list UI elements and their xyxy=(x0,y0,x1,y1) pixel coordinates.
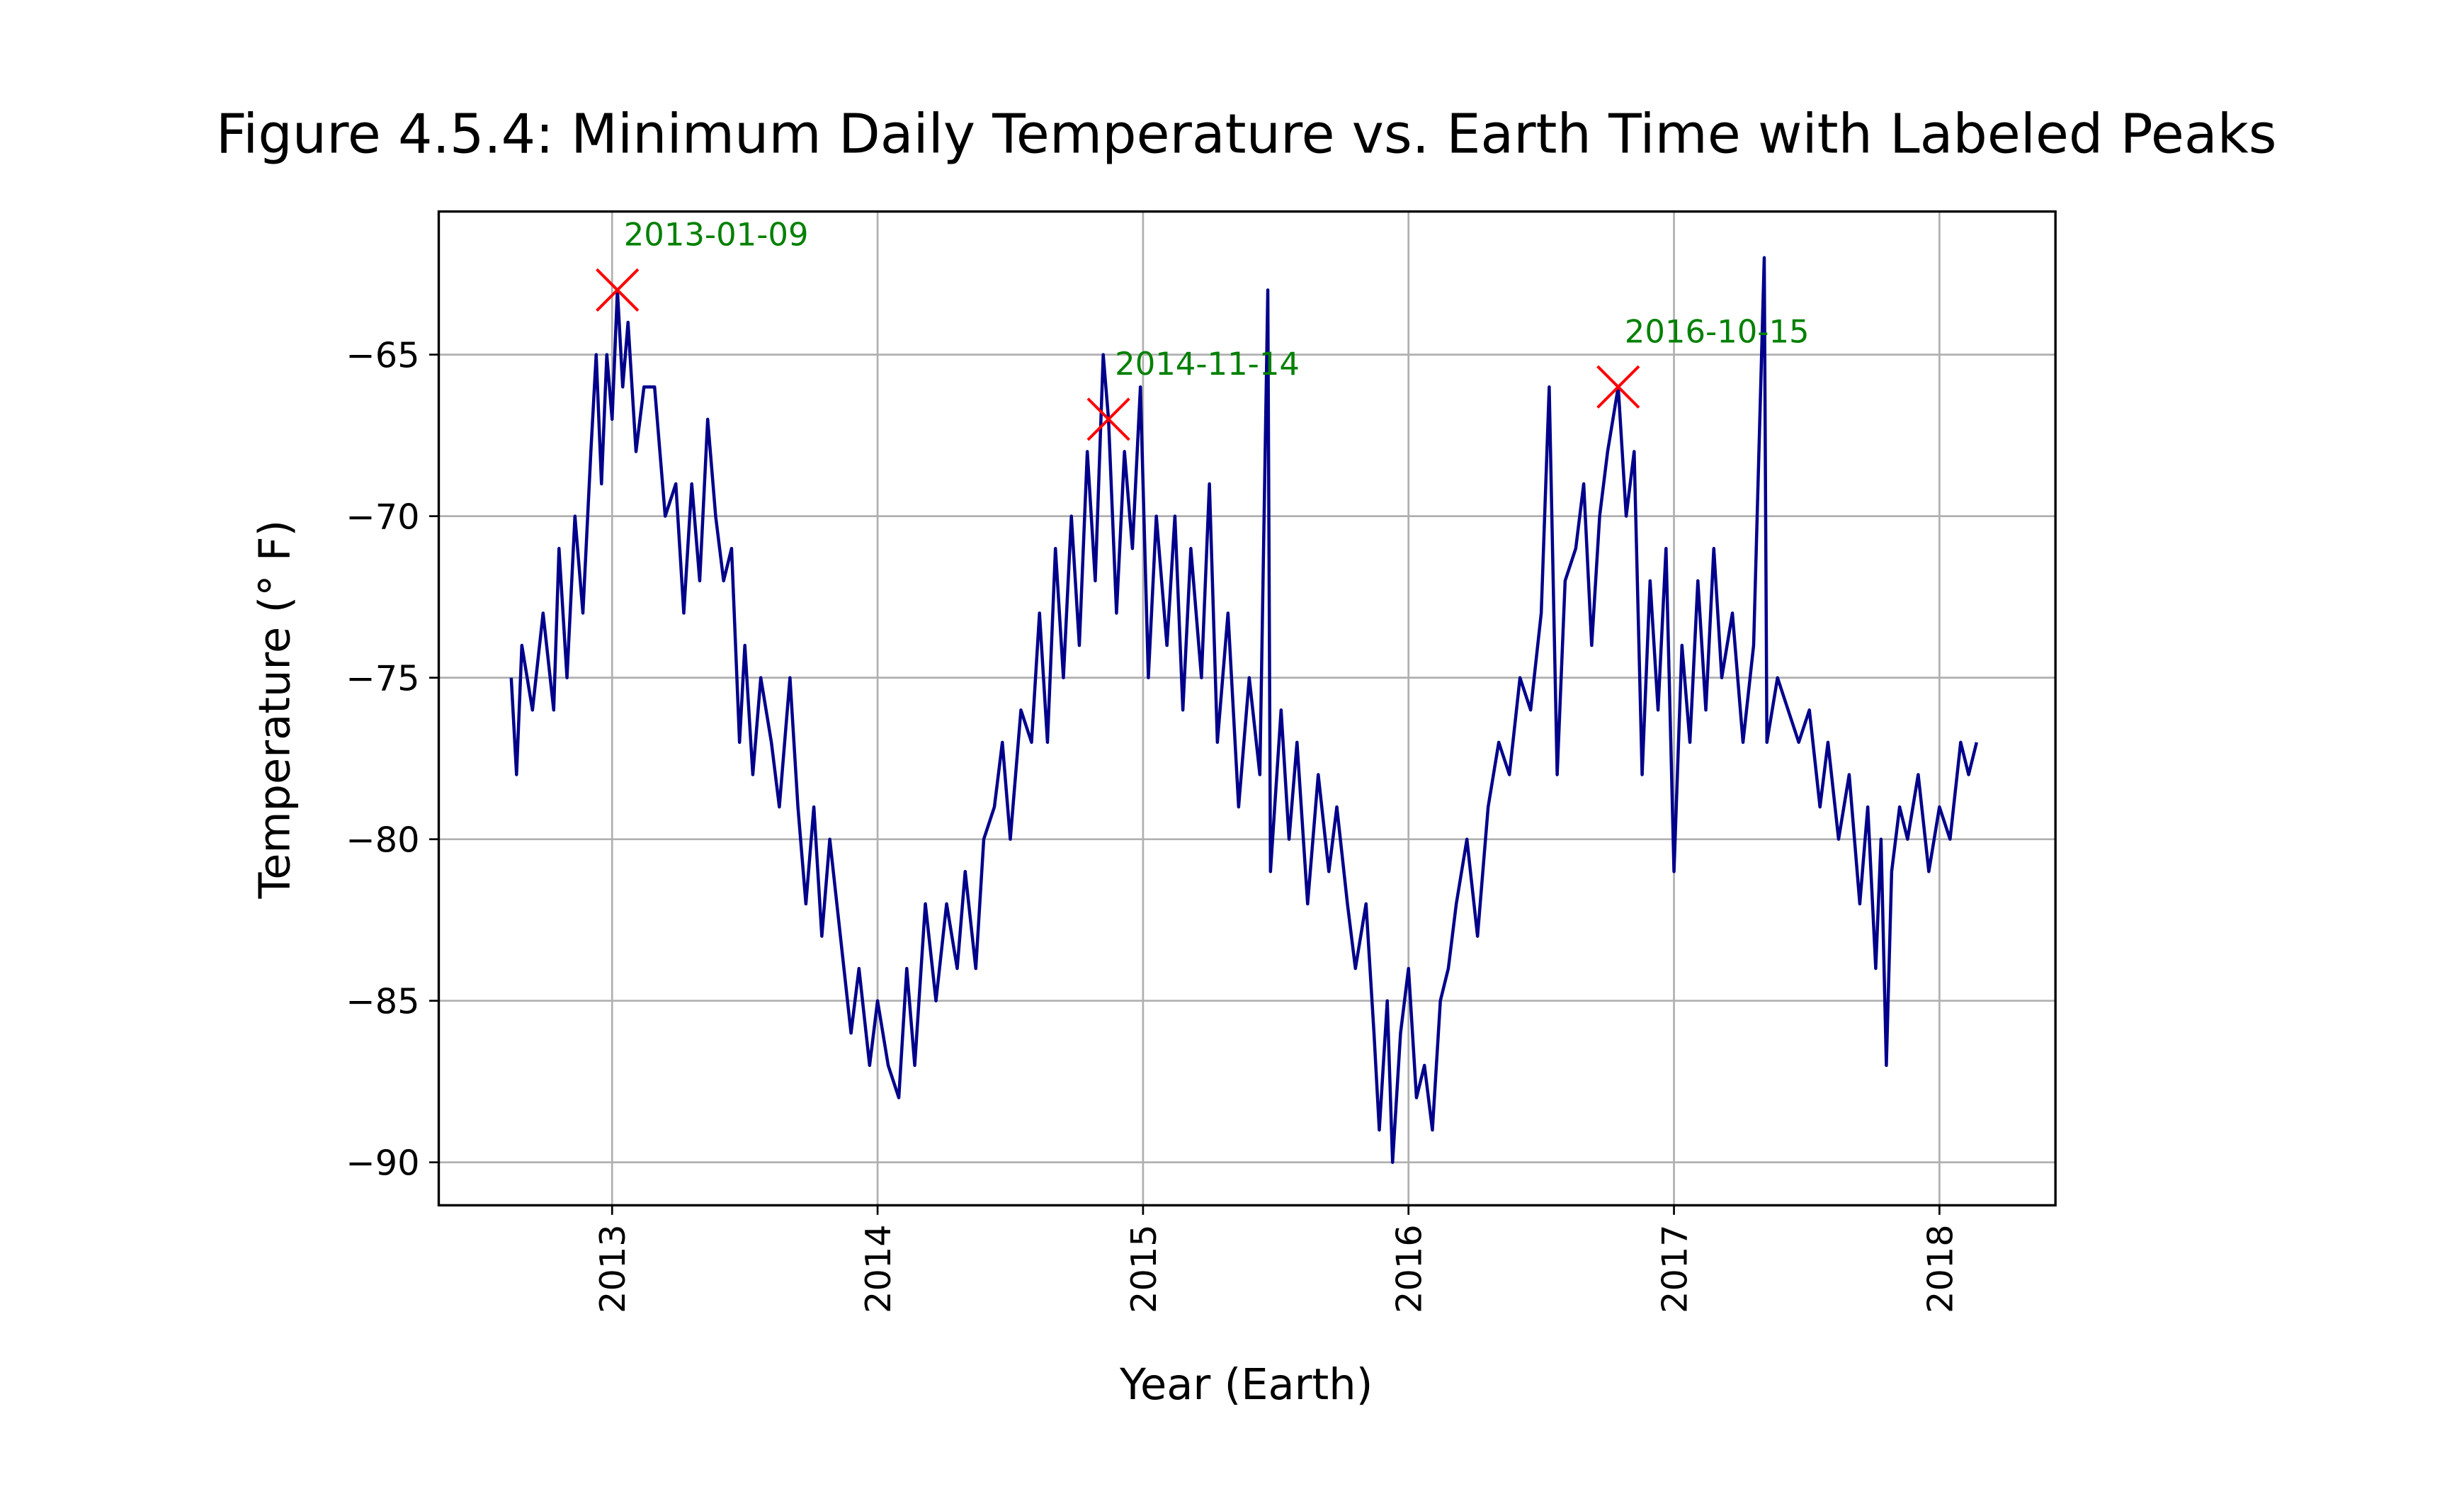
y-tick-label: −70 xyxy=(346,497,419,538)
temperature-line xyxy=(509,256,1979,1164)
chart-title: Figure 4.5.4: Minimum Daily Temperature … xyxy=(216,103,2277,166)
y-axis-label: Temperature (° F) xyxy=(251,520,300,900)
y-tick-label: −85 xyxy=(346,981,419,1022)
y-tick-label: −80 xyxy=(346,820,419,861)
y-tick-label: −90 xyxy=(346,1143,419,1184)
y-tick-label: −75 xyxy=(346,658,419,699)
plot-frame xyxy=(437,210,2057,1207)
peak-label: 2014-11-14 xyxy=(1115,345,1300,383)
x-tick-label: 2013 xyxy=(592,1224,633,1313)
x-tick-label: 2017 xyxy=(1654,1224,1695,1313)
x-axis-label: Year (Earth) xyxy=(1119,1360,1373,1410)
y-tick-label: −65 xyxy=(346,335,419,376)
peak-marker xyxy=(596,268,640,312)
peak-marker xyxy=(1596,365,1640,409)
x-tick-label: 2016 xyxy=(1389,1224,1430,1313)
peak-label: 2016-10-15 xyxy=(1625,312,1810,350)
x-tick-label: 2014 xyxy=(858,1224,899,1313)
peak-label: 2013-01-09 xyxy=(624,216,809,254)
x-tick-label: 2015 xyxy=(1123,1224,1164,1313)
x-tick-label: 2018 xyxy=(1919,1224,1960,1313)
peak-marker xyxy=(1086,397,1130,441)
